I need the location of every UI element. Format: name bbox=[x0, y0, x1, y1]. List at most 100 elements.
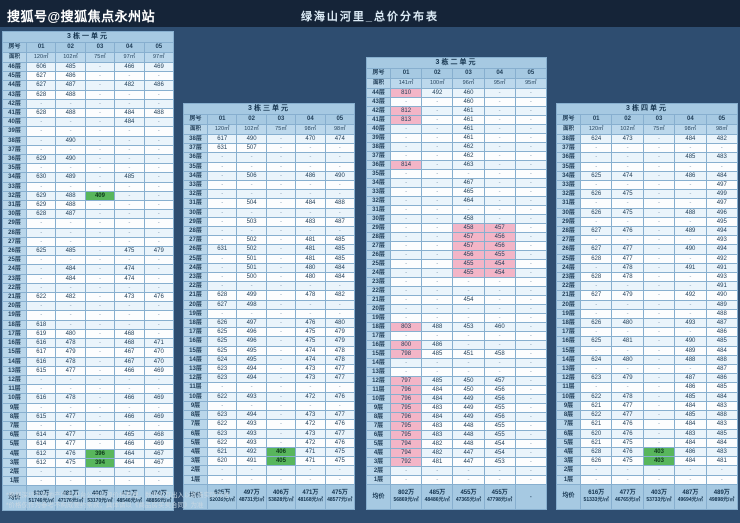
floor-label: 43层 bbox=[2, 89, 27, 100]
price-cell: 488 bbox=[674, 207, 707, 218]
price-cell: 475 bbox=[324, 456, 356, 467]
price-cell: - bbox=[114, 144, 145, 156]
price-cell: 480 bbox=[295, 272, 326, 283]
floor-label: 1层 bbox=[366, 475, 391, 485]
floor-row: 36层 - - - - - bbox=[183, 152, 356, 163]
avg-row: 均价 625万 52035元/㎡ 497万 48731元/㎡ 406万 53828元/㎡ 47… bbox=[183, 483, 356, 510]
price-cell: 492 bbox=[421, 88, 454, 98]
price-cell: - bbox=[642, 318, 676, 329]
floor-label: 9层 bbox=[2, 402, 27, 413]
price-cell: 494 bbox=[236, 410, 267, 421]
floor-label: 17层 bbox=[183, 327, 208, 338]
price-cell: - bbox=[84, 172, 116, 183]
avg-cell: 485万 48486元/㎡ bbox=[421, 484, 454, 510]
floor-label: 3层 bbox=[183, 456, 208, 467]
price-cell: 482 bbox=[55, 292, 86, 303]
price-cell: 798 bbox=[389, 349, 423, 359]
floor-row: 35层 - - - - - bbox=[556, 161, 739, 172]
floor-label: 16层 bbox=[366, 340, 391, 350]
col-header: 05 bbox=[324, 114, 356, 125]
price-cell: - bbox=[483, 97, 516, 107]
price-cell: - bbox=[143, 181, 175, 192]
price-cell: - bbox=[114, 310, 145, 321]
price-cell: 479 bbox=[324, 327, 356, 338]
price-cell: 488 bbox=[55, 89, 86, 100]
floor-label: 14层 bbox=[366, 358, 391, 368]
price-cell: - bbox=[642, 299, 676, 310]
price-cell: - bbox=[84, 393, 116, 404]
price-cell: 500 bbox=[236, 272, 267, 283]
price-cell: 477 bbox=[55, 439, 86, 450]
price-cell: 475 bbox=[295, 336, 326, 347]
price-cell: - bbox=[206, 308, 238, 320]
floor-row: 27层 - - - -493 bbox=[556, 235, 739, 246]
price-cell: - bbox=[55, 218, 86, 229]
price-cell: 477 bbox=[55, 365, 86, 376]
floor-row: 38层 624 473-484 482 bbox=[556, 133, 739, 145]
floor-label: 30层 bbox=[2, 209, 27, 220]
table-title-row: 3栋四单元 bbox=[556, 103, 738, 115]
price-cell: 466 bbox=[114, 411, 145, 422]
floor-label: 22层 bbox=[2, 282, 27, 294]
floor-row: 21层 622 482-473 476 bbox=[2, 292, 175, 303]
price-cell: - bbox=[389, 358, 423, 368]
price-cell: - bbox=[324, 180, 356, 191]
price-cell: - bbox=[143, 402, 175, 413]
price-cell: - bbox=[483, 475, 516, 485]
price-cell: - bbox=[206, 400, 238, 412]
price-cell: - bbox=[514, 340, 548, 350]
price-cell: - bbox=[84, 374, 116, 386]
price-cell: 396 bbox=[84, 448, 116, 459]
area-cell: 102㎡ bbox=[55, 52, 86, 63]
floor-label: 25层 bbox=[556, 253, 581, 264]
price-cell: - bbox=[324, 281, 356, 292]
floor-label: 38层 bbox=[556, 133, 581, 145]
price-cell: - bbox=[514, 241, 548, 251]
price-cell: 810 bbox=[389, 88, 423, 98]
price-cell: - bbox=[324, 143, 356, 154]
unit-table: 3栋二单元 房号 01 02 03 04 05 面积 141㎡ 100㎡ 96㎡ 95㎡ 95㎡ 44层 8… bbox=[366, 57, 548, 510]
price-cell: 488 bbox=[324, 198, 356, 209]
floor-row: 21层 - -454- - bbox=[366, 295, 548, 305]
price-cell: - bbox=[421, 232, 454, 242]
price-cell: - bbox=[114, 98, 145, 110]
price-cell: - bbox=[642, 382, 676, 393]
floor-label: 20层 bbox=[2, 301, 27, 312]
price-cell: 483 bbox=[705, 152, 739, 163]
floor-row: 12层 797 485 450 457- bbox=[366, 376, 548, 386]
price-cell: 496 bbox=[236, 327, 267, 338]
price-cell: 466 bbox=[114, 61, 145, 73]
col-header: 03 bbox=[84, 42, 116, 53]
floor-label: 38层 bbox=[183, 133, 208, 145]
floor-label: 43层 bbox=[366, 97, 391, 107]
price-cell: 488 bbox=[705, 410, 739, 421]
price-cell: - bbox=[483, 187, 516, 197]
price-cell: 483 bbox=[674, 428, 707, 439]
price-cell: - bbox=[579, 281, 613, 292]
price-cell: 478 bbox=[55, 393, 86, 404]
price-cell: - bbox=[642, 428, 676, 439]
price-cell: 622 bbox=[206, 419, 238, 430]
floor-row: 37层 - - - - - bbox=[2, 144, 175, 156]
floor-label: 1层 bbox=[2, 476, 27, 487]
price-cell: 485 bbox=[674, 391, 707, 402]
price-cell: 456 bbox=[483, 385, 516, 395]
price-cell: 628 bbox=[206, 290, 238, 301]
price-cell: 492 bbox=[674, 290, 707, 301]
floor-label: 40层 bbox=[366, 124, 391, 134]
price-cell: - bbox=[579, 465, 613, 476]
price-cell: - bbox=[483, 358, 516, 368]
avg-cell: 471万 48546元/㎡ bbox=[114, 485, 145, 512]
price-cell: - bbox=[84, 365, 116, 376]
floor-label: 5层 bbox=[183, 437, 208, 448]
price-cell: 469 bbox=[143, 365, 175, 376]
floor-label: 3层 bbox=[556, 456, 581, 467]
price-cell: 474 bbox=[324, 133, 356, 145]
floor-label: 26层 bbox=[2, 246, 27, 257]
price-cell: 495 bbox=[236, 354, 267, 366]
price-cell: - bbox=[114, 89, 145, 100]
floor-row: 11层 - - - - - bbox=[2, 384, 175, 395]
price-cell: - bbox=[55, 126, 86, 137]
price-cell: 463 bbox=[452, 160, 485, 170]
floor-row: 18层 626 480-493 487 bbox=[556, 318, 739, 329]
